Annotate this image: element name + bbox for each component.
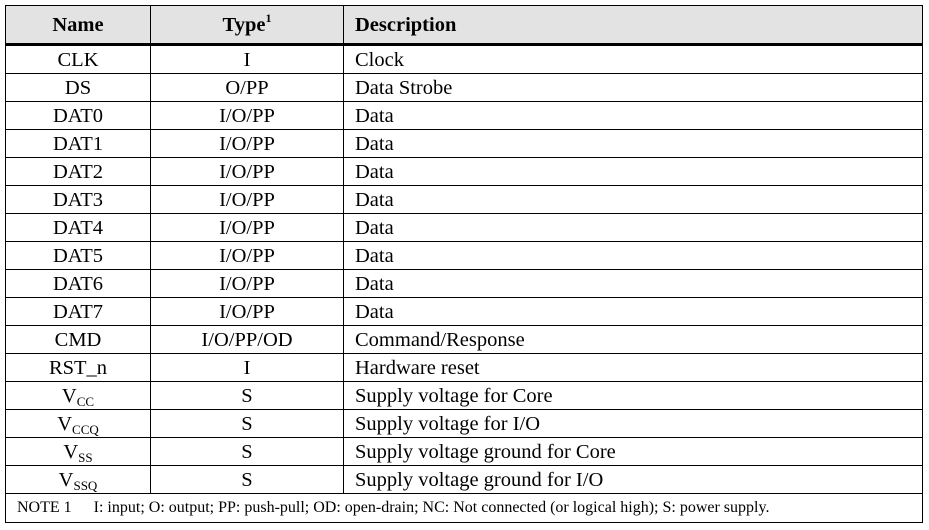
pin-name-cell: VCC: [5, 381, 151, 410]
pin-name-cell: CMD: [5, 325, 151, 354]
pin-name: V: [58, 468, 74, 491]
table-row: DAT0 I/O/PP Data: [5, 101, 923, 130]
pin-description-cell: Data: [343, 297, 923, 326]
pin-type-cell: I/O/PP: [150, 297, 344, 326]
pin-name-cell: DAT2: [5, 157, 151, 186]
pin-description-cell: Supply voltage for I/O: [343, 409, 923, 438]
header-description: Description: [343, 5, 923, 46]
pin-type-cell: I/O/PP: [150, 241, 344, 270]
pin-name-cell: VSSQ: [5, 465, 151, 494]
pin-name: V: [63, 440, 79, 463]
pin-type-cell: O/PP: [150, 73, 344, 102]
pin-name-cell: VCCQ: [5, 409, 151, 438]
pin-type-cell: I: [150, 44, 344, 74]
pin-description-cell: Hardware reset: [343, 353, 923, 382]
table-row: DAT1 I/O/PP Data: [5, 129, 923, 158]
pin-name-subscript: SSQ: [73, 477, 98, 493]
pin-name-cell: DS: [5, 73, 151, 102]
pin-type-cell: I/O/PP: [150, 101, 344, 130]
note-row: NOTE 1 I: input; O: output; PP: push-pull…: [5, 493, 923, 523]
pin-name-cell: DAT4: [5, 213, 151, 242]
table-body: CLK I Clock DS O/PP Data Strobe DAT0 I/O/PP Data…: [5, 44, 923, 494]
table-row: CLK I Clock: [5, 44, 923, 74]
pin-description-cell: Supply voltage ground for I/O: [343, 465, 923, 494]
pin-name: DAT4: [52, 216, 104, 239]
table-row: VSS S Supply voltage ground for Core: [5, 437, 923, 466]
pin-name: DAT6: [52, 272, 104, 295]
pin-type-cell: S: [150, 409, 344, 438]
pin-type-cell: S: [150, 381, 344, 410]
pin-type-cell: I/O/PP: [150, 269, 344, 298]
pin-name-cell: DAT1: [5, 129, 151, 158]
pin-name: V: [61, 384, 77, 407]
pin-name-cell: DAT3: [5, 185, 151, 214]
pin-name: DS: [64, 76, 92, 99]
pin-type-cell: I/O/PP/OD: [150, 325, 344, 354]
table-row: DAT2 I/O/PP Data: [5, 157, 923, 186]
pin-name: DAT1: [52, 132, 104, 155]
pin-name: CLK: [57, 48, 99, 71]
pin-description-cell: Data Strobe: [343, 73, 923, 102]
header-type: Type1: [150, 5, 344, 46]
pin-description-cell: Clock: [343, 44, 923, 74]
pin-name: V: [57, 412, 73, 435]
pin-name-subscript: CCQ: [72, 421, 99, 437]
note-text: I: input; O: output; PP: push-pull; OD: …: [93, 499, 770, 516]
table-row: DAT4 I/O/PP Data: [5, 213, 923, 242]
header-type-label: Type: [222, 13, 266, 36]
pin-name-cell: DAT5: [5, 241, 151, 270]
pin-type-cell: I/O/PP: [150, 157, 344, 186]
pin-type-cell: I/O/PP: [150, 213, 344, 242]
pin-name: DAT2: [52, 160, 104, 183]
pin-description-cell: Data: [343, 185, 923, 214]
pin-type-cell: S: [150, 437, 344, 466]
pin-name-subscript: SS: [78, 449, 93, 465]
pin-description-table: Name Type1 Description CLK I Clock DS O/PP Da…: [5, 5, 923, 523]
pin-name: DAT7: [52, 300, 104, 323]
pin-description-cell: Supply voltage ground for Core: [343, 437, 923, 466]
pin-description-cell: Data: [343, 241, 923, 270]
header-name: Name: [5, 5, 151, 46]
pin-name-cell: DAT6: [5, 269, 151, 298]
pin-name: DAT3: [52, 188, 104, 211]
table-row: DS O/PP Data Strobe: [5, 73, 923, 102]
table-row: DAT7 I/O/PP Data: [5, 297, 923, 326]
pin-description-cell: Data: [343, 157, 923, 186]
pin-name-cell: CLK: [5, 44, 151, 74]
pin-name: RST_n: [48, 356, 108, 379]
pin-description-cell: Data: [343, 213, 923, 242]
pin-description-cell: Data: [343, 129, 923, 158]
table-row: DAT6 I/O/PP Data: [5, 269, 923, 298]
pin-description-cell: Data: [343, 269, 923, 298]
table-row: VSSQ S Supply voltage ground for I/O: [5, 465, 923, 494]
pin-name-cell: VSS: [5, 437, 151, 466]
pin-table-container: Name Type1 Description CLK I Clock DS O/PP Da…: [5, 5, 923, 523]
pin-type-cell: S: [150, 465, 344, 494]
header-type-footnote-mark: 1: [265, 10, 272, 25]
pin-name-cell: DAT7: [5, 297, 151, 326]
pin-name-subscript: CC: [76, 393, 95, 409]
pin-name: DAT0: [52, 104, 104, 127]
note-label: NOTE 1: [17, 499, 72, 516]
table-row: RST_n I Hardware reset: [5, 353, 923, 382]
pin-description-cell: Data: [343, 101, 923, 130]
pin-description-cell: Command/Response: [343, 325, 923, 354]
pin-type-cell: I/O/PP: [150, 129, 344, 158]
table-row: DAT3 I/O/PP Data: [5, 185, 923, 214]
table-row: VCC S Supply voltage for Core: [5, 381, 923, 410]
table-row: VCCQ S Supply voltage for I/O: [5, 409, 923, 438]
pin-name: DAT5: [52, 244, 104, 267]
pin-name: CMD: [54, 328, 102, 351]
table-row: DAT5 I/O/PP Data: [5, 241, 923, 270]
pin-name-cell: RST_n: [5, 353, 151, 382]
table-row: CMD I/O/PP/OD Command/Response: [5, 325, 923, 354]
pin-type-cell: I/O/PP: [150, 185, 344, 214]
pin-type-cell: I: [150, 353, 344, 382]
pin-description-cell: Supply voltage for Core: [343, 381, 923, 410]
table-header-row: Name Type1 Description: [5, 5, 923, 46]
note-cell: NOTE 1 I: input; O: output; PP: push-pull…: [5, 493, 923, 523]
pin-name-cell: DAT0: [5, 101, 151, 130]
